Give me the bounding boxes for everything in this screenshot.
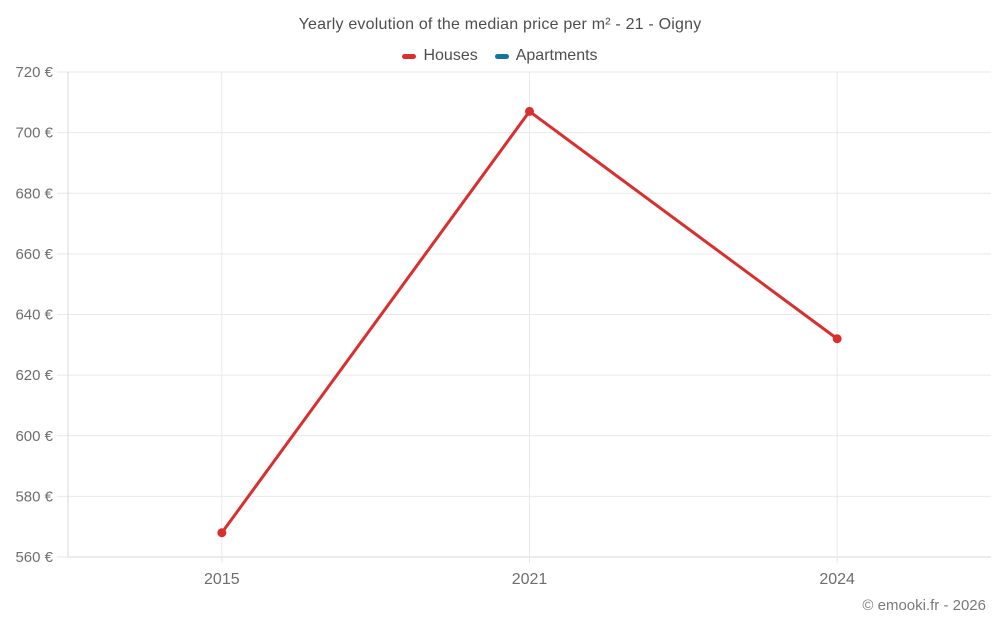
- y-tick-label: 680 €: [15, 185, 53, 202]
- legend-label-houses: Houses: [423, 47, 478, 64]
- legend: Houses Apartments: [0, 46, 1000, 66]
- axes: [57, 71, 838, 563]
- data-point[interactable]: [525, 106, 534, 116]
- apartments-swatch-icon: [494, 53, 509, 59]
- x-tick-label: 2015: [204, 571, 240, 588]
- y-tick-label: 600 €: [15, 428, 53, 445]
- series-houses: [217, 106, 842, 538]
- x-tick-label: 2021: [512, 571, 548, 588]
- y-tick-label: 560 €: [15, 549, 53, 566]
- data-point[interactable]: [217, 528, 227, 538]
- copyright: © emooki.fr - 2026: [862, 597, 986, 614]
- y-tick-label: 660 €: [15, 246, 53, 263]
- chart-title: Yearly evolution of the median price per…: [298, 16, 702, 33]
- gridlines: [68, 71, 991, 558]
- y-tick-label: 640 €: [15, 307, 53, 324]
- data-point[interactable]: [832, 334, 842, 344]
- legend-label-apartments: Apartments: [515, 47, 598, 64]
- x-tick-label: 2024: [819, 571, 855, 588]
- houses-swatch-icon: [402, 53, 417, 59]
- series: [217, 106, 842, 538]
- y-tick-label: 580 €: [15, 488, 53, 505]
- y-tick-label: 620 €: [15, 367, 53, 384]
- legend-item-houses[interactable]: Houses: [402, 47, 478, 65]
- legend-item-apartments[interactable]: Apartments: [494, 47, 598, 65]
- y-tick-label: 700 €: [15, 125, 53, 142]
- axis-labels: 560 € 580 € 600 € 620 € 640 € 660 € 680 € 700 €…: [15, 64, 855, 588]
- y-tick-label: 720 €: [15, 64, 53, 81]
